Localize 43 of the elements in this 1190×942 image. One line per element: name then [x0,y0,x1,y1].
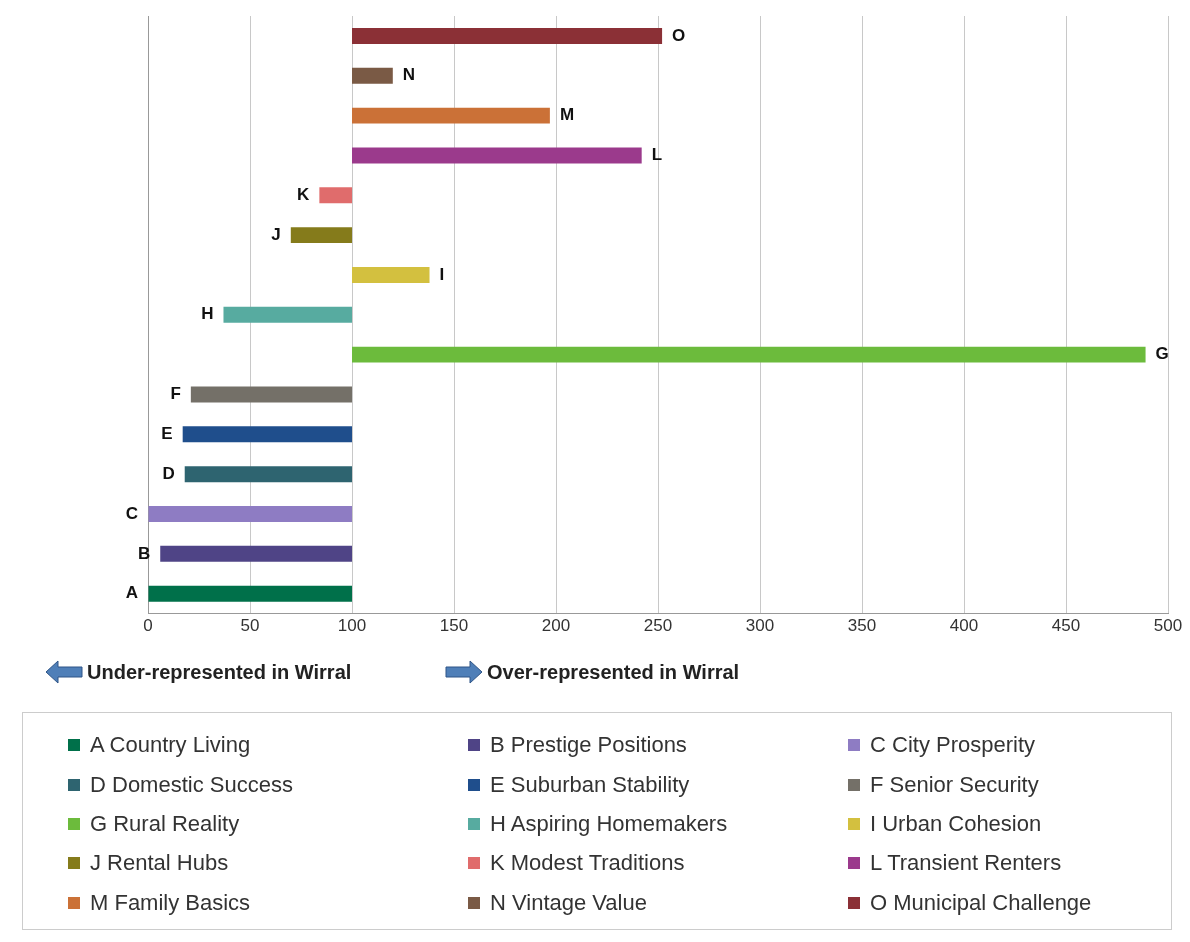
legend-label: F Senior Security [870,771,1039,798]
x-tick-label: 250 [643,616,673,636]
y-tick-label: J [271,224,281,244]
y-tick-label: N [402,65,416,85]
y-tick-label: D [162,463,175,483]
x-tick-label: 300 [745,616,775,636]
y-tick-label: L [651,145,663,165]
y-tick-label: E [161,424,173,444]
y-tick-label: A [125,583,138,603]
x-tick-label: 100 [337,616,367,636]
x-tick-label: 500 [1153,616,1183,636]
x-tick-label: 350 [847,616,877,636]
legend-label: E Suburban Stability [490,771,690,798]
x-tick-label: 200 [541,616,571,636]
legend-label: L Transient Renters [870,850,1062,877]
y-tick-label: C [125,503,138,523]
y-tick-label: F [170,384,181,404]
y-tick-label: M [559,105,575,125]
legend-label: G Rural Reality [90,810,240,837]
x-tick-label: 150 [439,616,469,636]
text: Under-represented in Wirral [87,660,352,684]
y-tick-label: I [439,264,445,284]
legend-label: J Rental Hubs [90,850,229,877]
y-tick-label: H [201,304,214,324]
y-tick-label: O [672,25,686,45]
x-tick-label: 50 [240,616,260,636]
legend-label: M Family Basics [90,889,251,916]
legend-label: C City Prosperity [870,732,1036,759]
y-tick-label: B [137,543,151,563]
x-tick-label: 400 [949,616,979,636]
legend-label: N Vintage Value [490,889,647,916]
legend-label: B Prestige Positions [490,732,687,759]
legend-label: K Modest Traditions [490,850,685,877]
legend-label: A Country Living [90,732,251,759]
legend-label: O Municipal Challenge [870,889,1092,916]
x-tick-label: 0 [143,616,153,636]
legend-label: D Domestic Success [90,771,293,798]
y-tick-label: K [297,184,311,204]
text: Over-represented in Wirral [487,660,740,684]
legend-label: H Aspiring Homemakers [490,810,728,837]
y-tick-label: G [1155,344,1169,364]
legend-label: I Urban Cohesion [870,810,1042,837]
x-tick-label: 450 [1051,616,1081,636]
